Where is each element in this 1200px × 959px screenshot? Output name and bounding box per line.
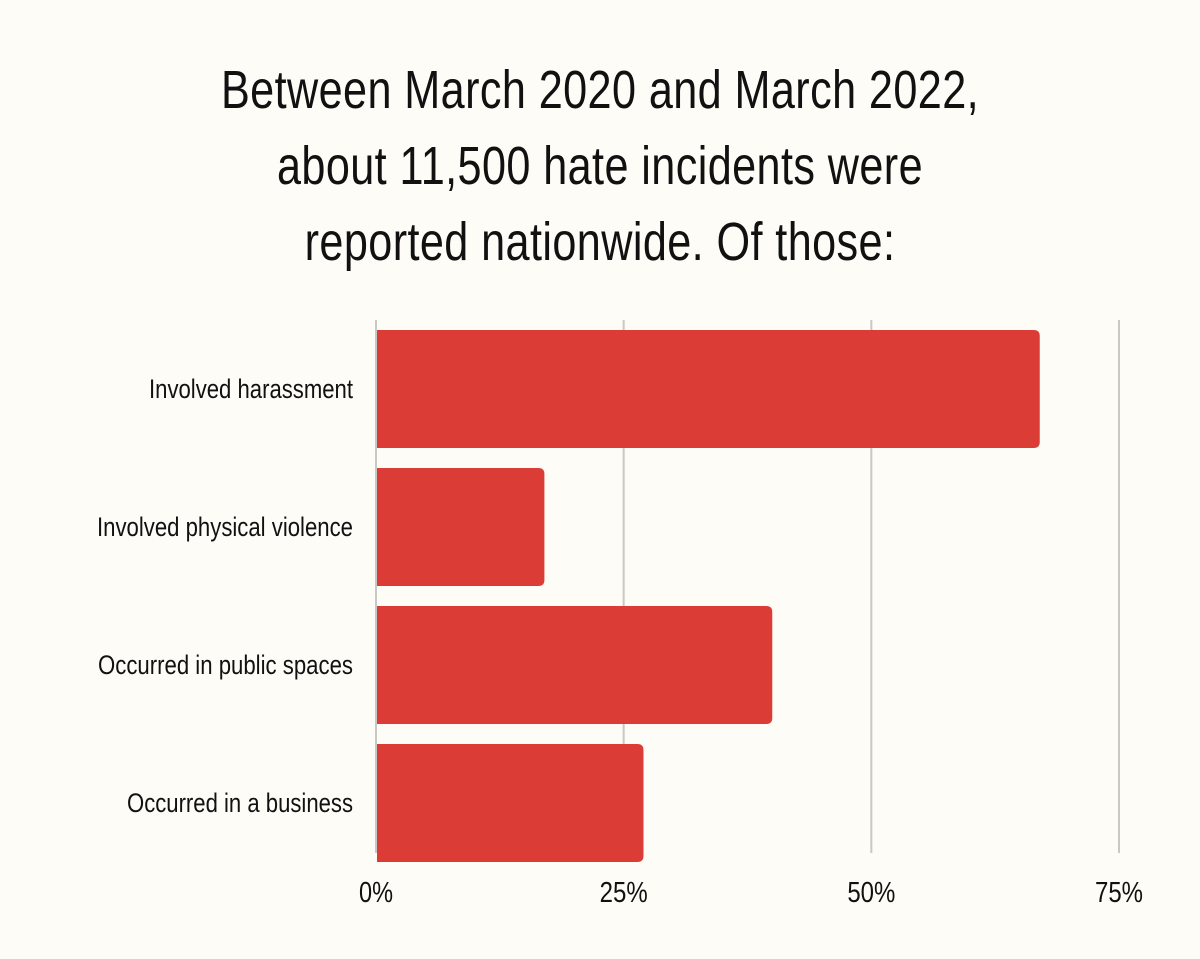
category-label-occurred-in-a-business: Occurred in a business: [127, 788, 353, 818]
category-label-occurred-in-public-spaces: Occurred in public spaces: [98, 650, 353, 680]
chart-title-line-1: Between March 2020 and March 2022,: [220, 60, 980, 120]
category-labels: Involved harassment Involved physical vio…: [97, 374, 353, 818]
bar-involved-harassment: [377, 330, 1040, 448]
bars: [377, 330, 1040, 862]
chart-title: Between March 2020 and March 2022, about…: [120, 52, 1080, 280]
chart-title-line-2: about 11,500 hate incidents were: [276, 136, 924, 196]
x-axis-tick-labels: 0% 25% 50% 75%: [359, 877, 1143, 909]
bar-occurred-in-public-spaces: [377, 606, 773, 724]
x-tick-label-50: 50%: [847, 877, 895, 909]
x-tick-label-75: 75%: [1095, 877, 1143, 909]
x-tick-label-25: 25%: [600, 877, 648, 909]
bar-involved-physical-violence: [377, 468, 545, 586]
x-tick-label-0: 0%: [359, 877, 393, 909]
category-label-involved-physical-violence: Involved physical violence: [97, 512, 353, 542]
bar-occurred-in-a-business: [377, 744, 644, 862]
category-label-involved-harassment: Involved harassment: [149, 374, 353, 404]
chart-title-line-3: reported nationwide. Of those:: [304, 212, 896, 272]
